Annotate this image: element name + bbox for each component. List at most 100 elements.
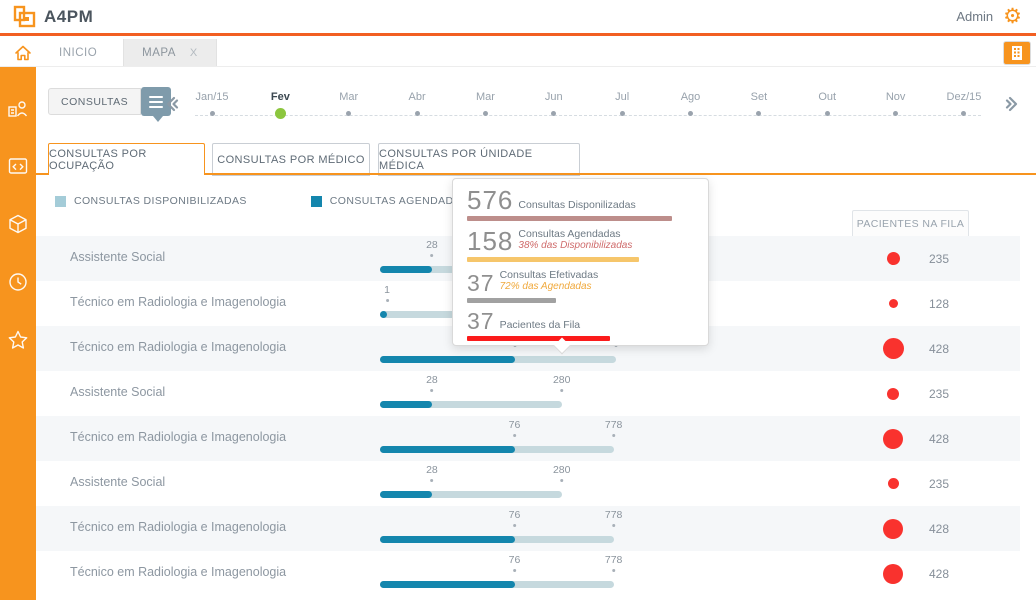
tab-mapa[interactable]: MAPA X <box>123 39 217 66</box>
timeline-prev-icon[interactable] <box>165 96 179 112</box>
fila-dot <box>882 338 904 359</box>
timeline-month-abr[interactable]: Abr <box>390 90 444 120</box>
bar-agendadas <box>380 311 388 318</box>
disponibilizadas-value: 280 <box>552 464 571 476</box>
tab-home[interactable] <box>0 39 47 66</box>
tab-consultas-por-medico[interactable]: CONSULTAS POR MÉDICO <box>212 143 370 176</box>
timeline-month-jul[interactable]: Jul <box>595 90 649 120</box>
legend-agendadas[interactable]: CONSULTAS AGENDADAS <box>310 195 469 207</box>
occupation-label: Técnico em Radiologia e Imagenologia <box>70 430 287 444</box>
bar-agendadas <box>380 266 432 273</box>
fila-value: 235 <box>929 251 950 266</box>
tooltip-efetivadas: 37 Consultas Efetivadas 72% das Agendada… <box>467 269 694 303</box>
tooltip-pacientes-fila: 37 Pacientes da Fila <box>467 310 694 341</box>
tabs-underline <box>36 173 1036 175</box>
occupation-label: Assistente Social <box>70 385 166 399</box>
timeline-month-mai[interactable]: Mar <box>458 90 512 120</box>
timeline-month-set[interactable]: Set <box>732 90 786 120</box>
bar-disponibilizadas <box>380 491 562 498</box>
timeline-dot <box>893 111 899 116</box>
consultas-bar[interactable]: 28 280 <box>380 461 616 506</box>
disponibilizadas-value: 778 <box>604 509 623 521</box>
fila-value: 428 <box>929 566 950 581</box>
settings-gear-icon[interactable]: ⚙ <box>1003 5 1022 28</box>
month-timeline: Jan/15 Fev Mar Abr Mar Jun Jul Ago Set O… <box>163 90 1025 130</box>
table-row[interactable]: Assistente Social 28 280 235 <box>36 461 1020 506</box>
clock-icon[interactable] <box>7 271 29 293</box>
consultas-bar[interactable]: 76 778 <box>380 551 622 596</box>
timeline-dot <box>346 111 352 116</box>
tab-inicio[interactable]: INICIO <box>59 46 98 59</box>
fila-value: 428 <box>929 521 950 536</box>
timeline-month-fev-active[interactable]: Fev <box>253 90 307 120</box>
table-row[interactable]: Técnico em Radiologia e Imagenologia 76 … <box>36 506 1020 551</box>
legend-disponibilizadas[interactable]: CONSULTAS DISPONIBILIZADAS <box>55 195 247 207</box>
fila-dot <box>883 428 903 449</box>
code-window-icon[interactable] <box>7 155 29 177</box>
home-icon <box>15 45 31 60</box>
consultas-button[interactable]: CONSULTAS <box>48 88 142 115</box>
timeline-dot <box>482 111 488 116</box>
agendadas-value: 28 <box>426 464 438 476</box>
agendadas-value: 76 <box>508 419 521 431</box>
occupation-label: Técnico em Radiologia e Imagenologia <box>70 520 287 534</box>
timeline-dot <box>824 111 830 116</box>
app-header: A4PM Admin ⚙ <box>0 0 1036 36</box>
occupation-label: Técnico em Radiologia e Imagenologia <box>70 295 287 309</box>
legend-swatch-dark <box>310 195 322 207</box>
timeline-month-jan[interactable]: Jan/15 <box>185 90 239 120</box>
close-icon[interactable]: X <box>189 46 198 59</box>
tab-consultas-por-ocupacao[interactable]: CONSULTAS POR OCUPAÇÃO <box>48 143 205 175</box>
app-logo: A4PM <box>0 5 93 29</box>
star-icon[interactable] <box>7 329 29 351</box>
agendadas-value: 76 <box>508 554 521 566</box>
fila-dot <box>883 518 903 539</box>
bar-agendadas <box>380 446 515 453</box>
consultas-bar[interactable]: 76 778 <box>380 506 622 551</box>
timeline-month-out[interactable]: Out <box>800 90 854 120</box>
timeline-dot <box>688 111 694 116</box>
timeline-dot <box>961 111 967 116</box>
fila-value: 235 <box>929 476 950 491</box>
timeline-track <box>195 115 981 116</box>
bar-disponibilizadas <box>380 401 562 408</box>
tab-mapa-label: MAPA <box>142 46 176 59</box>
consultas-menu-button[interactable] <box>141 87 172 122</box>
tooltip-agendadas: 158 Consultas Agendadas 38% das Disponib… <box>467 228 694 262</box>
tab-consultas-por-unidade-medica[interactable]: CONSULTAS POR ÚNIDADE MÉDICA <box>378 143 580 176</box>
cube-icon[interactable] <box>7 213 29 235</box>
timeline-dot <box>756 111 762 116</box>
fila-dot <box>886 252 900 265</box>
disponibilizadas-value: 778 <box>604 554 623 566</box>
table-row[interactable]: Assistente Social 28 280 235 <box>36 371 1020 416</box>
timeline-dot <box>414 111 420 116</box>
left-sidebar <box>0 67 36 600</box>
consultas-bar[interactable]: 28 280 <box>380 371 616 416</box>
bar-agendadas <box>380 401 432 408</box>
bar-agendadas <box>380 491 432 498</box>
agendadas-value: 28 <box>426 239 438 251</box>
building-button[interactable] <box>1003 41 1031 65</box>
timeline-month-dez[interactable]: Dez/15 <box>937 90 991 120</box>
timeline-month-ago[interactable]: Ago <box>664 90 718 120</box>
occupation-label: Técnico em Radiologia e Imagenologia <box>70 565 287 579</box>
occupation-label: Técnico em Radiologia e Imagenologia <box>70 340 287 354</box>
pacientes-na-fila-header[interactable]: PACIENTES NA FILA <box>852 210 969 237</box>
chart-legend: CONSULTAS DISPONIBILIZADAS CONSULTAS AGE… <box>55 195 468 207</box>
table-row[interactable]: Técnico em Radiologia e Imagenologia 76 … <box>36 551 1020 596</box>
timeline-dot <box>209 111 215 116</box>
consultas-bar[interactable]: 76 778 <box>380 416 622 461</box>
timeline-month-jun[interactable]: Jun <box>527 90 581 120</box>
organization-icon[interactable] <box>7 97 29 119</box>
timeline-active-dot <box>274 108 286 119</box>
tooltip-bar <box>467 257 639 262</box>
window-tabbar: INICIO MAPA X <box>0 39 1036 67</box>
app-title: A4PM <box>44 6 94 26</box>
table-row[interactable]: Técnico em Radiologia e Imagenologia 76 … <box>36 416 1020 461</box>
timeline-next-icon[interactable] <box>1005 96 1019 112</box>
disponibilizadas-value: 280 <box>552 374 571 386</box>
timeline-month-mar[interactable]: Mar <box>322 90 376 120</box>
menu-tail <box>153 116 164 122</box>
timeline-month-nov[interactable]: Nov <box>869 90 923 120</box>
